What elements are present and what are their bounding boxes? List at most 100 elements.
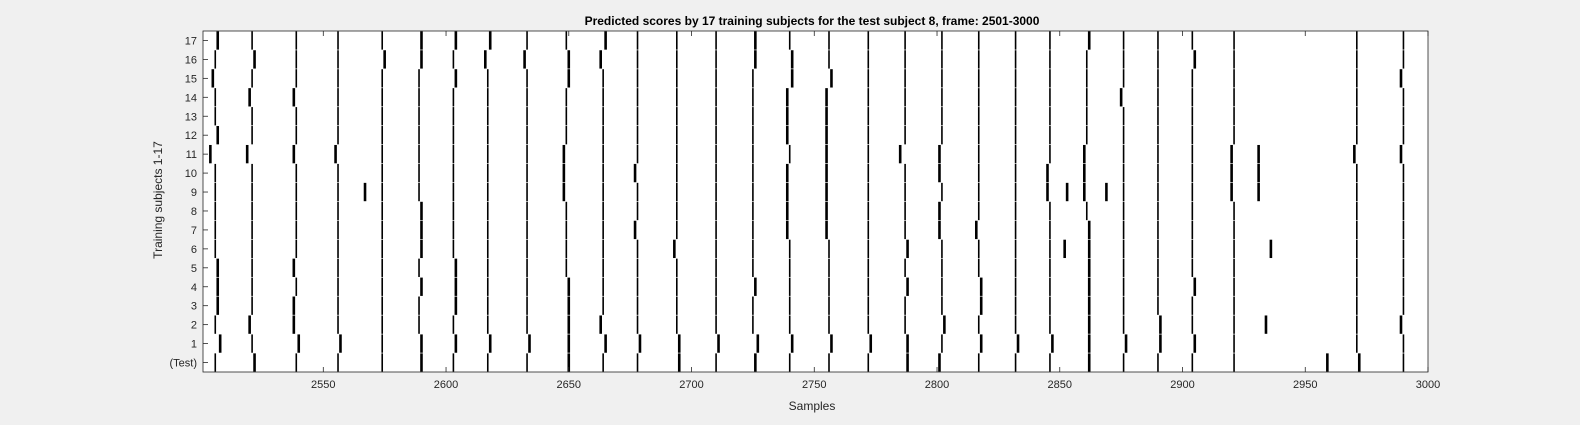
event-mark xyxy=(636,69,639,88)
event-mark xyxy=(1014,88,1017,107)
event-mark xyxy=(1157,88,1159,107)
event-mark xyxy=(251,107,253,126)
event-mark xyxy=(381,353,384,372)
event-mark xyxy=(1402,107,1405,126)
event-mark xyxy=(906,353,909,372)
event-mark xyxy=(526,258,528,277)
event-mark xyxy=(526,144,528,164)
y-tick-label: 13 xyxy=(185,111,197,123)
event-mark xyxy=(1014,69,1017,88)
event-mark xyxy=(676,31,678,50)
event-mark xyxy=(418,69,420,88)
event-mark xyxy=(1191,107,1194,126)
event-mark xyxy=(1157,296,1159,315)
raster-row xyxy=(214,220,1405,240)
event-mark xyxy=(1014,182,1017,202)
event-mark xyxy=(292,296,296,315)
event-mark xyxy=(830,69,833,88)
event-mark xyxy=(1049,31,1051,50)
event-mark xyxy=(1402,239,1405,259)
event-mark xyxy=(295,239,298,259)
event-mark xyxy=(828,50,830,69)
raster-row xyxy=(216,277,1405,296)
event-mark xyxy=(295,182,298,202)
event-mark xyxy=(1399,69,1403,88)
event-mark xyxy=(526,69,528,88)
event-mark xyxy=(604,334,607,353)
event-mark xyxy=(676,201,678,221)
event-mark xyxy=(253,50,256,69)
event-mark xyxy=(488,31,492,50)
event-mark xyxy=(754,277,757,296)
event-mark xyxy=(752,258,754,277)
event-mark xyxy=(825,107,828,126)
event-mark xyxy=(1191,239,1194,259)
event-mark xyxy=(452,315,455,334)
event-mark xyxy=(218,334,222,353)
event-mark xyxy=(1085,107,1088,126)
event-mark xyxy=(1157,277,1159,296)
event-mark xyxy=(216,296,220,315)
event-mark xyxy=(214,201,217,221)
event-mark xyxy=(454,334,458,353)
event-mark xyxy=(602,126,604,145)
event-mark xyxy=(898,144,902,164)
event-mark xyxy=(1122,144,1125,164)
event-mark xyxy=(1157,201,1159,221)
event-mark xyxy=(486,315,489,334)
y-tick-label: 12 xyxy=(185,130,197,142)
event-mark xyxy=(1087,315,1091,334)
event-mark xyxy=(334,144,337,164)
event-mark xyxy=(1049,69,1051,88)
x-axis-label: Samples xyxy=(789,399,836,413)
event-mark xyxy=(1356,334,1358,353)
event-mark xyxy=(381,31,384,50)
raster-row xyxy=(209,144,1403,164)
event-mark xyxy=(567,353,571,372)
event-mark xyxy=(1049,107,1051,126)
event-mark xyxy=(1049,144,1051,164)
event-mark xyxy=(977,144,980,164)
event-mark xyxy=(1122,315,1125,334)
event-mark xyxy=(526,88,528,107)
event-mark xyxy=(1122,107,1125,126)
event-mark xyxy=(526,31,528,50)
event-mark xyxy=(1356,258,1358,277)
event-mark xyxy=(295,277,298,296)
event-mark xyxy=(599,50,602,69)
event-mark xyxy=(1087,220,1091,240)
event-mark xyxy=(337,353,339,372)
event-mark xyxy=(1356,50,1358,69)
event-mark xyxy=(1191,182,1194,202)
event-mark xyxy=(452,107,455,126)
event-mark xyxy=(488,334,492,353)
event-mark xyxy=(295,353,298,372)
event-mark xyxy=(1230,182,1233,202)
y-tick-label: 2 xyxy=(191,320,197,332)
event-mark xyxy=(602,220,604,240)
event-mark xyxy=(941,334,943,353)
event-mark xyxy=(941,107,943,126)
event-mark xyxy=(1402,88,1405,107)
event-mark xyxy=(214,220,217,240)
event-mark xyxy=(245,144,249,164)
event-mark xyxy=(1122,239,1125,259)
event-mark xyxy=(1191,315,1194,334)
event-mark xyxy=(790,50,794,69)
event-mark xyxy=(383,50,386,69)
event-mark xyxy=(977,182,980,202)
event-mark xyxy=(337,277,339,296)
event-mark xyxy=(788,277,791,296)
event-mark xyxy=(295,201,298,221)
event-mark xyxy=(904,315,906,334)
event-mark xyxy=(418,163,420,183)
event-mark xyxy=(977,201,980,221)
event-mark xyxy=(295,220,298,240)
event-mark xyxy=(1157,107,1159,126)
event-mark xyxy=(752,239,754,259)
y-tick-label: (Test) xyxy=(170,358,198,370)
event-mark xyxy=(381,69,384,88)
event-mark xyxy=(938,201,941,221)
event-mark xyxy=(381,182,384,202)
